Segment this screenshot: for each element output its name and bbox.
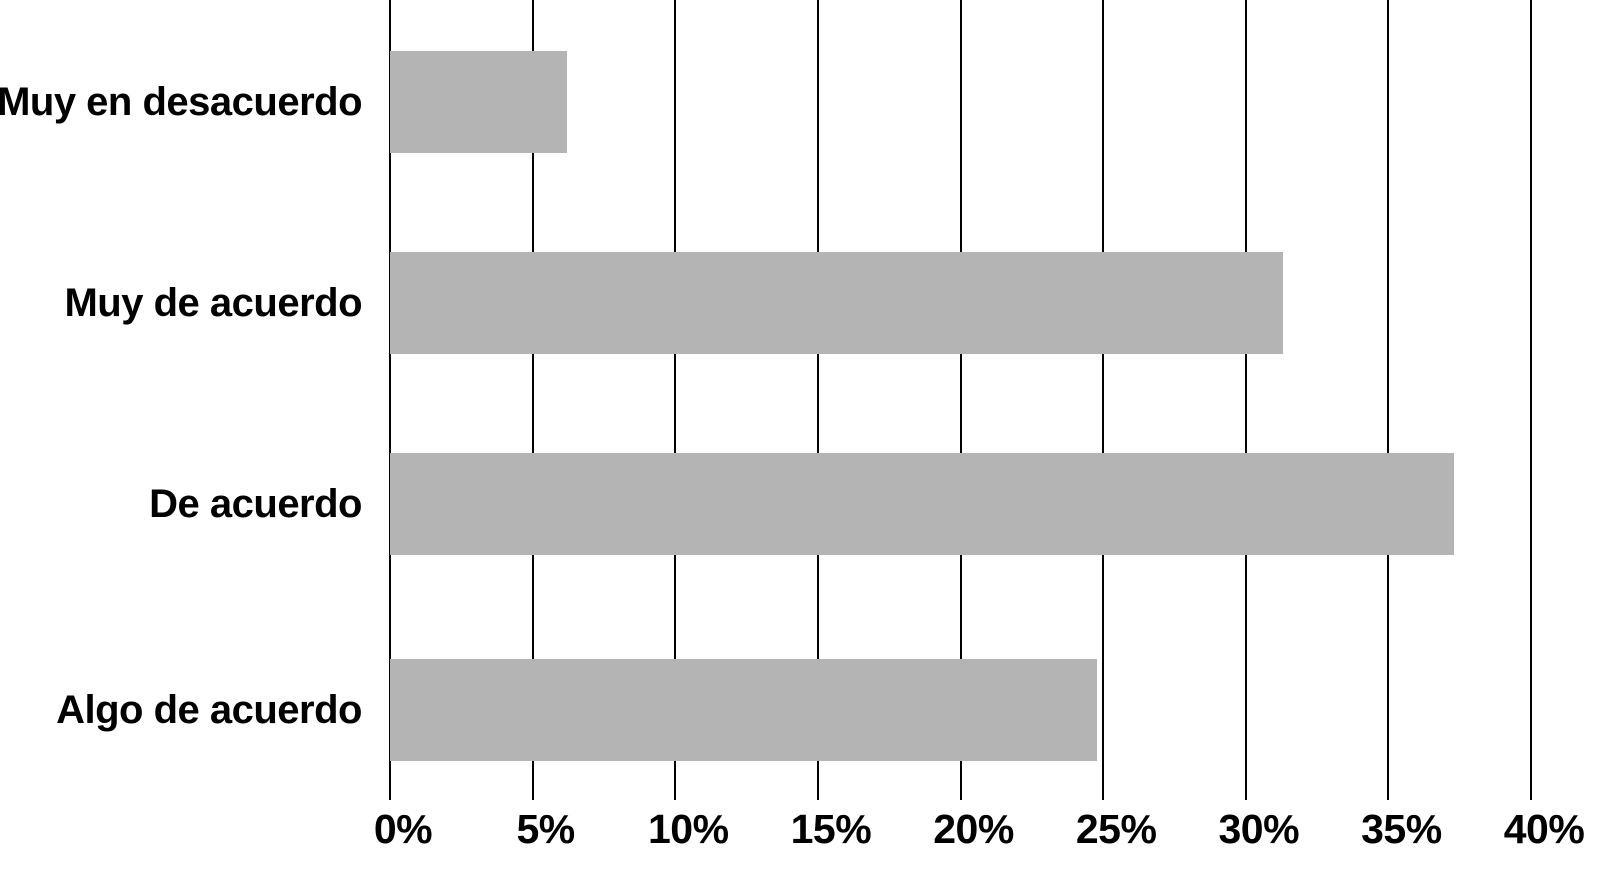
x-tick-label: 20% — [933, 806, 1014, 852]
gridline — [1244, 0, 1247, 800]
gridline — [816, 0, 819, 800]
gridline — [674, 0, 677, 800]
category-label: Muy de acuerdo — [64, 280, 362, 325]
chart-bar — [390, 659, 1098, 761]
category-label: Muy en desacuerdo — [0, 79, 363, 124]
category-label: De acuerdo — [149, 481, 362, 526]
category-label: Algo de acuerdo — [56, 687, 362, 732]
x-tick-label: 15% — [790, 806, 872, 852]
chart-bar — [390, 252, 1283, 354]
chart-bar — [390, 453, 1454, 555]
chart-bar — [390, 51, 567, 153]
gridline — [389, 0, 391, 800]
x-tick-label: 35% — [1361, 806, 1442, 852]
x-tick-label: 40% — [1503, 806, 1585, 852]
x-tick-label: 25% — [1075, 806, 1157, 852]
x-tick-label: 30% — [1218, 806, 1300, 852]
x-tick-label: 0% — [373, 806, 433, 852]
gridline — [1530, 0, 1532, 800]
x-tick-label: 10% — [647, 806, 729, 852]
gridline — [959, 0, 962, 800]
gridline — [1387, 0, 1390, 800]
gridline — [1102, 0, 1105, 800]
gridline — [531, 0, 534, 800]
x-tick-label: 5% — [516, 806, 575, 852]
